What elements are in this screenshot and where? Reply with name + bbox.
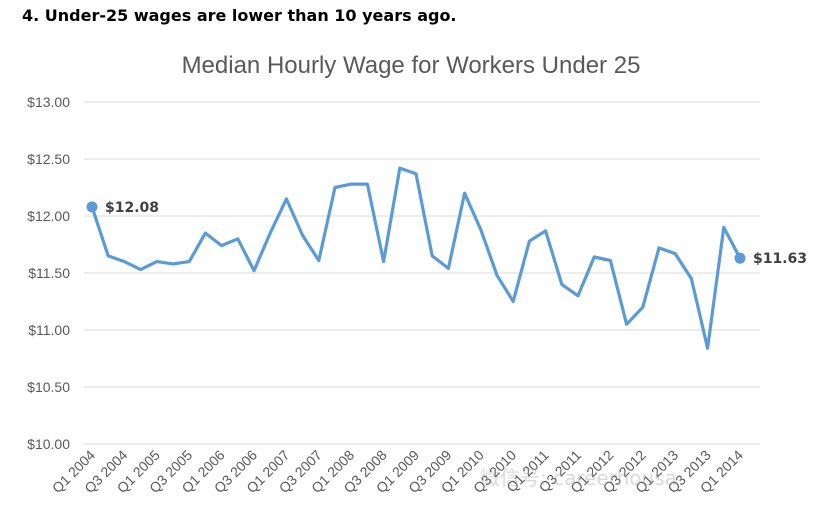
y-tick-label: $10.00 [27, 436, 70, 452]
series-group [86, 166, 746, 350]
y-tick-label: $11.00 [28, 322, 70, 338]
headline: 4. Under-25 wages are lower than 10 year… [22, 6, 457, 25]
y-tick-label: $10.50 [27, 379, 70, 395]
chart-title: Median Hourly Wage for Workers Under 25 [181, 52, 641, 79]
data-labels: $12.08 $11.63 [105, 200, 807, 267]
data-label: $11.63 [753, 251, 807, 267]
gridlines [84, 101, 760, 445]
data-point [86, 201, 98, 213]
y-tick-label: $13.00 [27, 94, 70, 110]
data-point [734, 252, 746, 264]
y-axis-ticks: $10.00 $10.50 $11.00 $11.50 $12.00 $12.50 $13.… [27, 94, 70, 452]
data-label: $12.08 [105, 200, 159, 216]
y-tick-label: $11.50 [28, 265, 70, 281]
y-tick-label: $12.50 [27, 151, 70, 167]
series-line [90, 166, 742, 350]
y-tick-label: $12.00 [27, 208, 70, 224]
